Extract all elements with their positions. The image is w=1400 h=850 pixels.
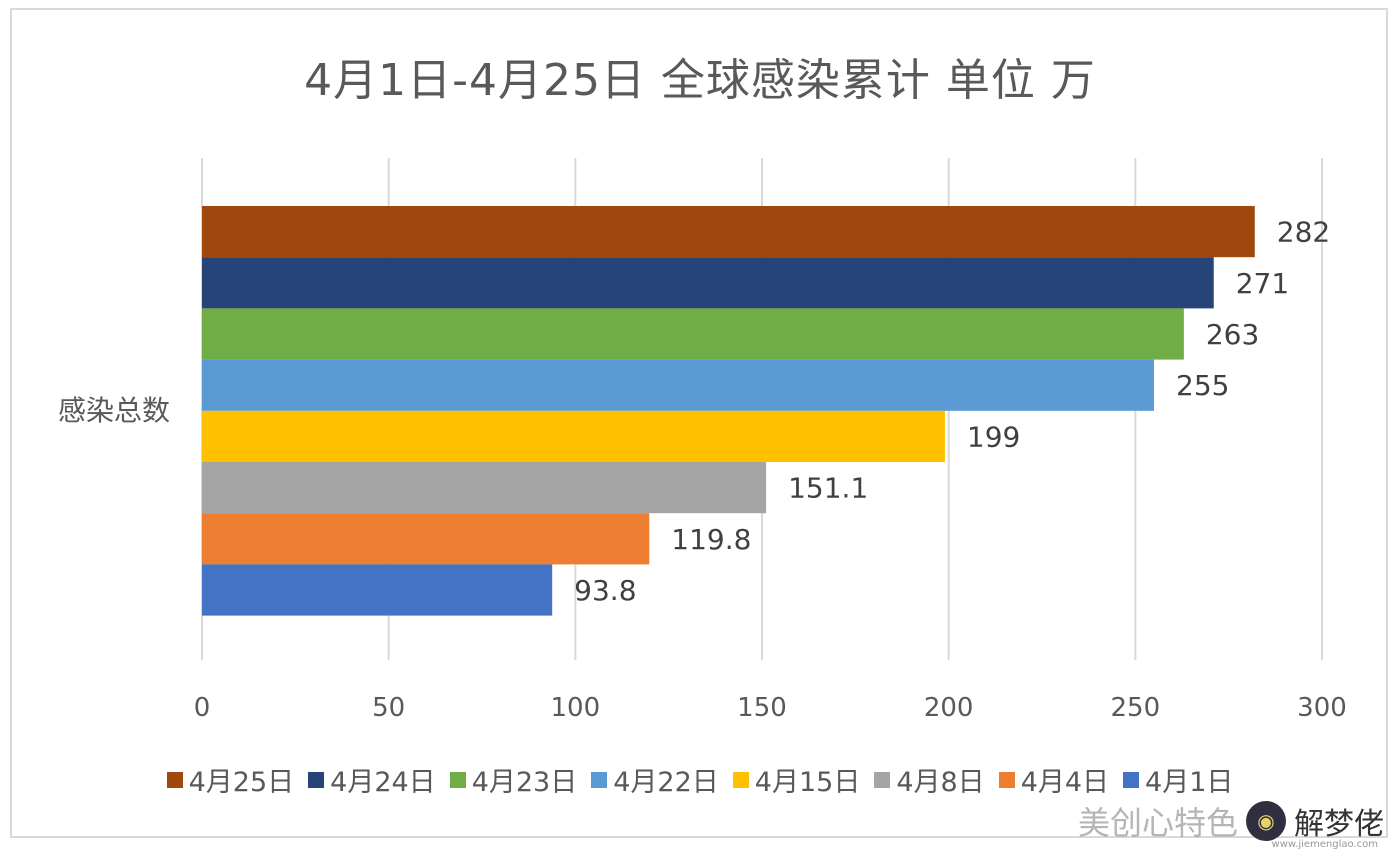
chart-title: 4月1日-4月25日 全球感染累计 单位 万 [304,55,1096,106]
bar [202,564,553,616]
legend-swatch [732,771,749,788]
legend-swatch [308,771,325,788]
legend-swatch [1123,771,1140,788]
legend-item[interactable]: 4月25日 [166,760,295,799]
legend-swatch [591,771,608,788]
legend-item[interactable]: 4月22日 [591,760,719,799]
legend-swatch [998,771,1015,788]
legend-label: 4月15日 [754,767,861,798]
data-label: 282 [1277,216,1330,249]
bar [202,359,1154,411]
legend-item[interactable]: 4月15日 [732,760,861,799]
x-tick-label: 200 [924,693,974,723]
data-label: 263 [1206,318,1259,351]
bar [202,513,650,565]
bar [202,206,1255,258]
legend-item[interactable]: 4月23日 [449,760,578,799]
legend-swatch [166,771,183,788]
legend-label: 4月4日 [1020,767,1110,798]
watermark-url: www.jiemenglao.com [1271,839,1378,850]
legend-label: 4月23日 [471,767,578,798]
legend-label: 4月8日 [896,767,985,798]
x-tick-label: 250 [1111,693,1161,723]
legend-item[interactable]: 4月8日 [874,760,985,799]
data-label: 255 [1176,369,1229,402]
watermark-logo-icon: ◉ [1246,801,1286,841]
data-label: 271 [1236,267,1289,300]
legend-label: 4月1日 [1145,767,1234,798]
bar [202,410,945,462]
legend-item[interactable]: 4月1日 [1123,760,1233,799]
legend-label: 4月22日 [613,767,719,798]
legend-item[interactable]: 4月24日 [308,760,436,799]
legend-swatch [449,771,466,788]
x-tick-label: 150 [737,693,787,723]
bar [202,308,1184,360]
watermark-text: 美创心特色 [1077,804,1238,842]
bars [202,206,1255,616]
x-tick-label: 300 [1297,693,1347,723]
legend[interactable]: 4月25日 4月24日 4月23日 4月22日 4月15日 4月8日 4月4日 4月1日 [0,760,1400,799]
data-labels: 282 271 263 255 199 151.1 119.8 93.8 [574,216,1330,607]
legend-label: 4月24日 [330,767,436,798]
data-label: 93.8 [574,574,636,607]
data-label: 199 [967,420,1020,453]
watermark: 美创心特色 ◉ 解梦佬 www.jiemenglao.com [1077,798,1384,850]
legend-label: 4月25日 [188,767,295,798]
data-label: 151.1 [788,472,868,505]
x-tick-label: 50 [372,693,405,723]
legend-swatch [874,771,891,788]
data-label: 119.8 [671,523,751,556]
category-label: 感染总数 [58,394,170,427]
legend-item[interactable]: 4月4日 [998,760,1110,799]
watermark-name: 解梦佬 [1294,807,1384,842]
x-axis-ticks: 0 50 100 150 200 250 300 [194,693,1347,723]
bar [202,257,1214,309]
x-tick-label: 100 [551,693,601,723]
bar [202,462,767,514]
x-tick-label: 0 [194,693,211,723]
